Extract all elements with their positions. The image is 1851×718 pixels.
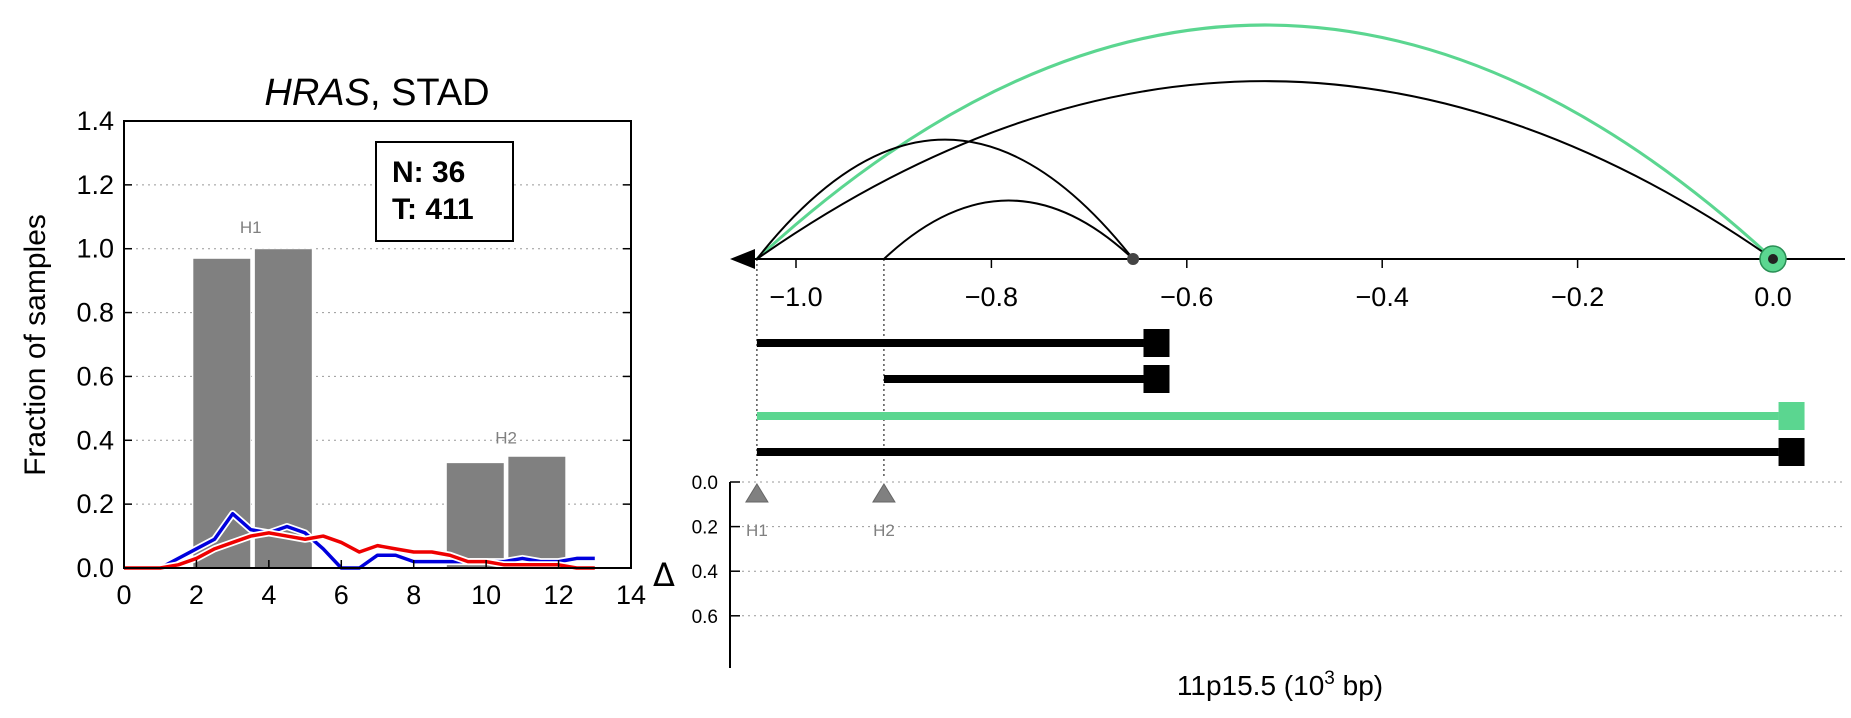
y-tick-label: 0.8	[76, 298, 114, 328]
isoform-end-square	[1143, 365, 1170, 393]
bar-labels: H1 H2	[240, 218, 517, 448]
histogram-panel: H1 H2 0 2 4 6 8 10 12 14 0.0 0.2 0.4 0.6 0.8 1.0 1.2 1.…	[19, 72, 646, 610]
genomic-tick-label: −1.0	[769, 282, 822, 312]
y-axis-label: Fraction of samples	[19, 214, 52, 476]
junction-arcs	[755, 23, 1775, 261]
delta-tick-label: 0.6	[692, 607, 718, 628]
genomic-tick-labels: −1.0 −0.8 −0.6 −0.4 −0.2 0.0	[769, 259, 1792, 312]
histogram-bar	[253, 248, 313, 569]
isoform-end-square	[1778, 438, 1805, 466]
histogram-bar	[192, 257, 252, 569]
x-tick-label: 6	[334, 580, 349, 610]
delta-grid-lines	[730, 481, 1845, 617]
position-guides	[756, 259, 885, 478]
genomic-tick-label: −0.6	[1160, 282, 1213, 312]
x-tick-labels: 0 2 4 6 8 10 12 14	[116, 560, 646, 610]
x-tick-label: 2	[189, 580, 204, 610]
delta-tick-label: 0.4	[692, 562, 719, 583]
x-tick-label: 8	[406, 580, 421, 610]
isoform-end-square	[1778, 402, 1805, 430]
tumor-count: T: 411	[392, 193, 474, 226]
y-tick-label: 1.2	[76, 170, 114, 200]
chart-title: HRAS, STAD	[264, 72, 489, 114]
arc-endpoints	[1127, 245, 1787, 273]
title-gene: HRAS	[264, 72, 370, 114]
title-cancer: , STAD	[370, 72, 490, 114]
highlight-endpoint-dot	[1768, 254, 1778, 264]
counts-box-frame	[375, 141, 514, 242]
y-tick-label: 0.6	[76, 361, 114, 391]
x-axis-label: 11p15.5 (103 bp)	[1177, 668, 1383, 701]
y-tick-label: 0.4	[76, 425, 114, 455]
isoform-end-square	[1143, 329, 1170, 357]
hotspot-marker-icon	[745, 483, 769, 503]
delta-tick-labels: 0.0 0.2 0.4 0.6	[692, 473, 740, 628]
line-series	[124, 510, 595, 572]
delta-label: Δ	[653, 556, 675, 594]
junction-arc-2	[756, 138, 1134, 260]
arc-diagram-panel: −1.0 −0.8 −0.6 −0.4 −0.2 0.0 0.0 0.2 0.4 0.6 Δ H…	[653, 23, 1845, 701]
genomic-tick-label: −0.8	[965, 282, 1018, 312]
hotspot-marker-label: H2	[873, 521, 895, 540]
y-tick-labels: 0.0 0.2 0.4 0.6 0.8 1.0 1.2 1.4	[76, 106, 631, 583]
bar-label: H1	[240, 218, 262, 237]
genomic-tick-label: −0.2	[1551, 282, 1604, 312]
hotspot-marker-label: H1	[746, 521, 768, 540]
x-tick-label: 10	[471, 580, 501, 610]
delta-tick-label: 0.2	[692, 518, 718, 539]
junction-arc-3	[883, 199, 1134, 260]
axis-arrow-icon	[730, 249, 755, 269]
x-tick-label: 12	[544, 580, 574, 610]
genomic-tick-label: 0.0	[1754, 282, 1792, 312]
hotspot-marker-icon	[872, 483, 896, 503]
plot-frame	[123, 120, 632, 569]
series-line-0	[124, 511, 595, 570]
x-tick-label: 0	[116, 580, 131, 610]
arc-endpoint-dot	[1127, 253, 1140, 265]
y-tick-label: 0.2	[76, 489, 114, 519]
y-tick-label: 1.0	[76, 234, 114, 264]
y-tick-label: 0.0	[76, 553, 114, 583]
bar-label: H2	[495, 428, 517, 447]
series-line-1	[124, 531, 595, 570]
genomic-tick-label: −0.4	[1356, 282, 1409, 312]
junction-arc-1	[756, 80, 1774, 260]
histogram-bar	[445, 462, 505, 569]
x-tick-label: 4	[261, 580, 276, 610]
normal-count: N: 36	[392, 156, 465, 189]
hotspot-markers: H1 H2	[745, 483, 896, 540]
delta-tick-label: 0.0	[692, 473, 718, 494]
histogram-bar	[507, 455, 567, 569]
bar-series	[192, 248, 567, 569]
x-tick-label: 14	[616, 580, 646, 610]
isoform-bars	[756, 329, 1805, 466]
junction-arc-0	[755, 23, 1775, 261]
y-tick-label: 1.4	[76, 106, 114, 136]
counts-box: N: 36 T: 411	[375, 141, 514, 242]
